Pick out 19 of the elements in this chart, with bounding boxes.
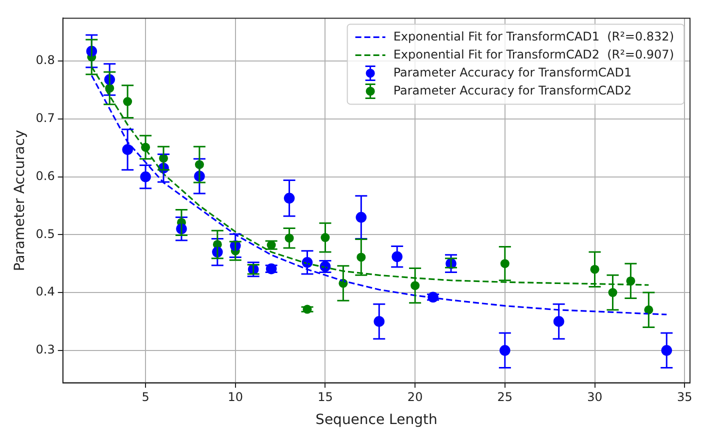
y-tick-label: 0.6: [36, 168, 55, 183]
x-axis-title: Sequence Length: [316, 412, 438, 428]
x-tick-label: 15: [318, 390, 333, 404]
legend-label: Parameter Accuracy for TransformCAD2: [393, 83, 632, 98]
x-tick-label: 30: [587, 390, 602, 404]
y-tick-label: 0.3: [36, 342, 55, 357]
y-tick-label: 0.4: [36, 284, 55, 299]
x-tick-label: 35: [676, 390, 692, 404]
y-tick-label: 0.8: [36, 53, 55, 68]
x-tick-label: 20: [407, 390, 423, 404]
y-tick-label: 0.5: [36, 226, 55, 241]
x-tick-label: 10: [228, 390, 244, 404]
y-tick-label: 0.7: [36, 111, 55, 126]
y-axis-title: Parameter Accuracy: [12, 130, 28, 272]
legend-label: Exponential Fit for TransformCAD2 (R²=0.907): [393, 47, 674, 62]
x-tick-label: 25: [497, 390, 513, 404]
legend-label: Exponential Fit for TransformCAD1 (R²=0.832): [393, 29, 674, 44]
legend-label: Parameter Accuracy for TransformCAD1: [393, 65, 632, 80]
x-tick-label: 5: [142, 390, 150, 404]
